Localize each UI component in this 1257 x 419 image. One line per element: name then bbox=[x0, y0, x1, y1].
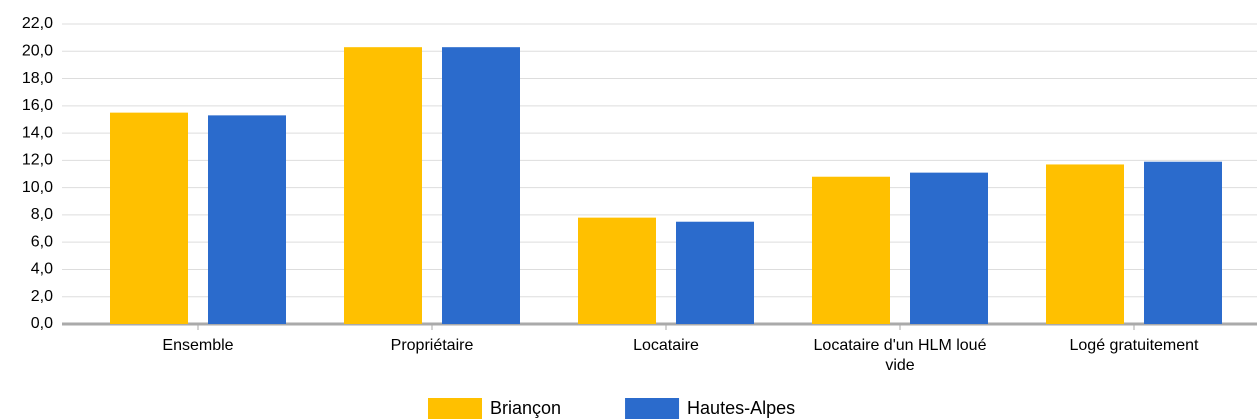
y-tick-label: 14,0 bbox=[22, 124, 53, 141]
bar bbox=[910, 172, 988, 324]
x-tick-label-box: Locataire bbox=[633, 337, 699, 354]
y-tick-label: 22,0 bbox=[22, 15, 53, 32]
y-tick-label: 20,0 bbox=[22, 42, 53, 59]
x-tick-label: Logé gratuitement bbox=[1069, 337, 1199, 354]
y-tick-label: 18,0 bbox=[22, 70, 53, 87]
x-tick-label-box: Logé gratuitement bbox=[1069, 337, 1199, 354]
bar bbox=[676, 221, 754, 324]
y-tick-label: 6,0 bbox=[31, 233, 53, 250]
legend-swatch bbox=[428, 398, 482, 419]
legend-label: Briançon bbox=[490, 398, 561, 418]
x-tick-label: Locataire d'un HLM loué vide bbox=[813, 337, 987, 374]
bar bbox=[344, 47, 422, 324]
bar bbox=[1144, 161, 1222, 324]
legend-swatch bbox=[625, 398, 680, 419]
x-tick-label: Propriétaire bbox=[390, 337, 474, 354]
y-tick-label: 16,0 bbox=[22, 97, 53, 114]
bar bbox=[208, 115, 286, 324]
x-tick-label-box: Locataire d'un HLM loué vide bbox=[813, 337, 987, 374]
x-tick-label: Locataire bbox=[633, 337, 699, 354]
y-tick-label: 4,0 bbox=[31, 261, 53, 278]
y-tick-label: 0,0 bbox=[31, 315, 53, 332]
bar bbox=[578, 217, 656, 324]
y-tick-label: 10,0 bbox=[22, 179, 53, 196]
legend-label: Hautes-Alpes bbox=[687, 398, 795, 418]
x-tick-label-box: Ensemble bbox=[162, 337, 234, 354]
bar bbox=[110, 112, 188, 325]
y-tick-label: 8,0 bbox=[31, 206, 53, 223]
y-tick-label: 2,0 bbox=[31, 288, 53, 305]
bar bbox=[1046, 164, 1124, 324]
bar bbox=[442, 47, 520, 324]
x-tick-label-box: Propriétaire bbox=[390, 337, 474, 354]
y-tick-label: 12,0 bbox=[22, 152, 53, 169]
x-tick-label: Ensemble bbox=[162, 337, 234, 354]
bar bbox=[812, 176, 890, 324]
